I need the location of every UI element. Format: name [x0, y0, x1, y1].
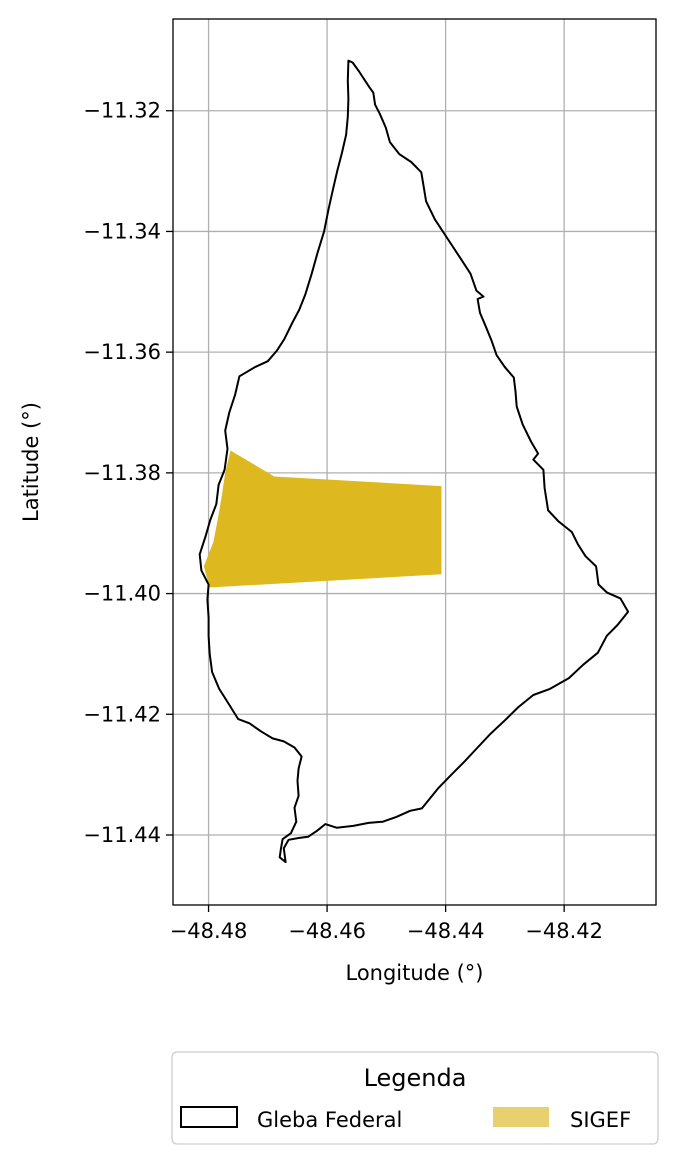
plot-frame [172, 18, 657, 906]
legend-swatch-gleba [180, 1106, 238, 1128]
gridlines [173, 19, 656, 905]
y-tick-label-5: −11.42 [83, 702, 161, 726]
y-axis-label: Latitude (°) [19, 402, 43, 522]
sigef-polygon [203, 450, 442, 588]
legend-swatch-sigef [493, 1107, 549, 1127]
x-tick-label-0: −48.48 [170, 919, 248, 943]
y-tick-label-2: −11.36 [83, 340, 161, 364]
y-axis-ticks: −11.32 −11.34 −11.36 −11.38 −11.40 −11.42 −11.… [83, 99, 173, 847]
x-axis-ticks: −48.48 −48.46 −48.44 −48.42 [170, 905, 603, 943]
y-tick-label-4: −11.40 [83, 582, 161, 606]
x-tick-label-2: −48.44 [407, 919, 485, 943]
x-tick-label-1: −48.46 [288, 919, 366, 943]
y-tick-label-6: −11.44 [83, 823, 161, 847]
x-axis-label: Longitude (°) [345, 961, 483, 985]
legend-title: Legenda [364, 1064, 467, 1092]
legend-label-sigef: SIGEF [570, 1108, 631, 1132]
x-tick-label-3: −48.42 [525, 919, 603, 943]
y-tick-label-3: −11.38 [83, 461, 161, 485]
y-tick-label-1: −11.34 [83, 219, 161, 243]
legend: Legenda Gleba Federal SIGEF [171, 1051, 659, 1145]
gleba-federal-outline [198, 59, 630, 864]
y-tick-label-0: −11.32 [83, 99, 161, 123]
legend-label-gleba: Gleba Federal [257, 1108, 402, 1132]
